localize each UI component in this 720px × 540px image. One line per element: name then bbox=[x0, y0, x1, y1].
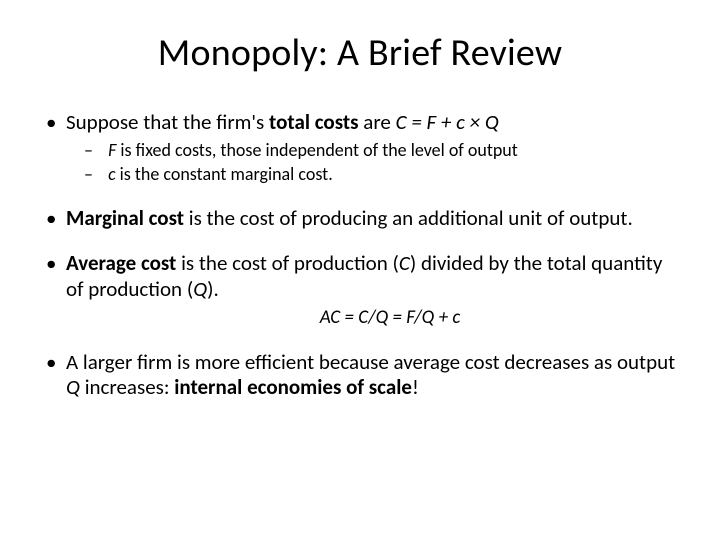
bullet-4-it1: Q bbox=[66, 374, 80, 400]
bullet-4-mid: increases: bbox=[80, 374, 174, 400]
bullet-1: Suppose that the firm's total costs are … bbox=[36, 110, 684, 186]
sub-1b-var: c bbox=[108, 163, 116, 185]
bullet-2-bold: Marginal cost bbox=[66, 205, 184, 231]
bullet-4-bold: internal economies of scale bbox=[174, 374, 412, 400]
bullet-2: Marginal cost is the cost of producing a… bbox=[36, 206, 684, 232]
bullet-3-it1: C bbox=[399, 250, 410, 276]
bullet-4-post: ! bbox=[412, 374, 419, 400]
sub-bullet-1a: F is fixed costs, those independent of t… bbox=[66, 140, 684, 162]
sub-bullet-list-1: F is fixed costs, those independent of t… bbox=[66, 140, 684, 186]
bullet-4: A larger firm is more efficient because … bbox=[36, 350, 684, 401]
bullet-3-it2: Q bbox=[193, 276, 207, 302]
bullet-1-bold: total costs bbox=[269, 109, 359, 135]
bullet-3-formula: AC = C/Q = F/Q + c bbox=[96, 306, 684, 329]
bullet-3-mid: is the cost of production ( bbox=[176, 250, 399, 276]
bullet-1-pre: Suppose that the firm's bbox=[66, 109, 269, 135]
slide-container: Monopoly: A Brief Review Suppose that th… bbox=[0, 0, 720, 540]
bullet-list: Suppose that the firm's total costs are … bbox=[36, 110, 684, 401]
bullet-3: Average cost is the cost of production (… bbox=[36, 251, 684, 329]
bullet-4-pre: A larger firm is more efficient because … bbox=[66, 349, 675, 375]
bullet-3-bold: Average cost bbox=[66, 250, 176, 276]
sub-1a-rest: is fixed costs, those independent of the… bbox=[116, 139, 517, 161]
bullet-2-rest: is the cost of producing an additional u… bbox=[184, 205, 633, 231]
bullet-1-mid: are bbox=[359, 109, 396, 135]
slide-title: Monopoly: A Brief Review bbox=[36, 30, 684, 76]
sub-bullet-1b: c is the constant marginal cost. bbox=[66, 164, 684, 186]
bullet-3-mid3: ). bbox=[207, 276, 219, 302]
sub-1b-rest: is the constant marginal cost. bbox=[116, 163, 333, 185]
bullet-1-formula: C = F + c × Q bbox=[396, 109, 499, 135]
